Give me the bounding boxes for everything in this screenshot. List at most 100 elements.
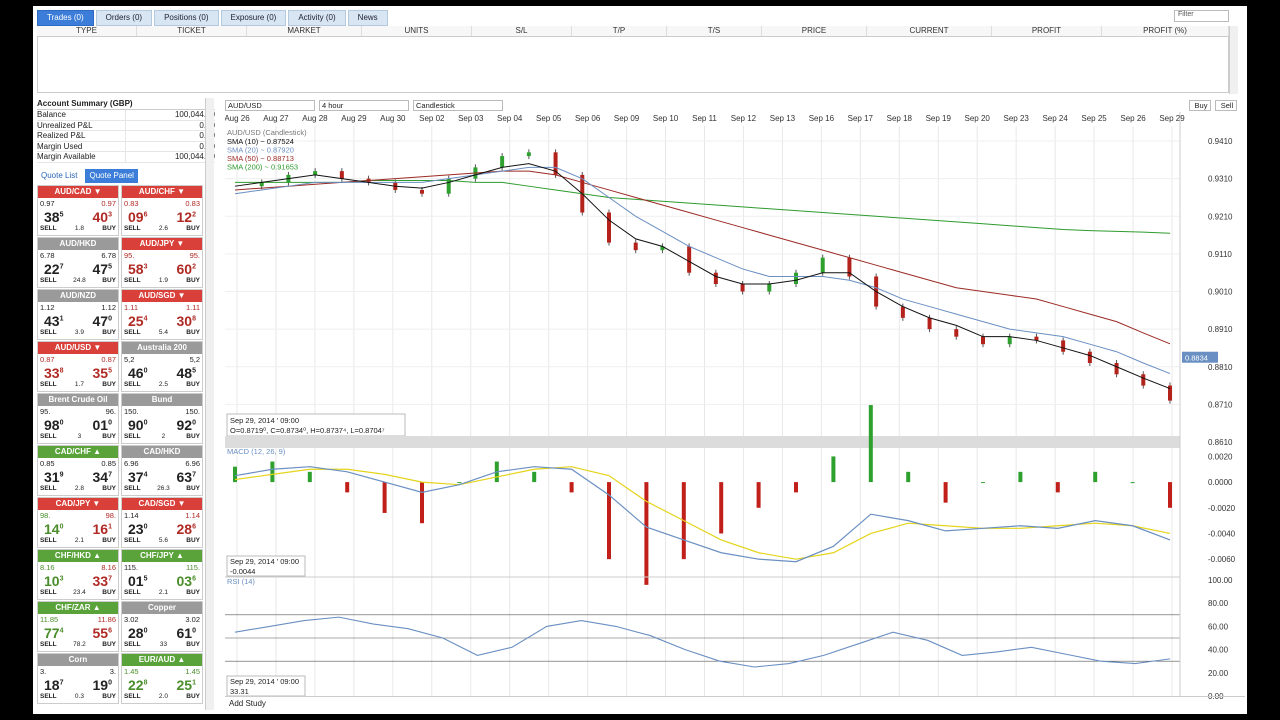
sell-label[interactable]: SELL xyxy=(40,484,57,492)
sell-label[interactable]: SELL xyxy=(40,588,57,596)
buy-price[interactable]: 637 xyxy=(176,468,196,485)
column-header[interactable]: PROFIT xyxy=(992,26,1102,36)
buy-label[interactable]: BUY xyxy=(186,484,200,492)
tab-activity[interactable]: Activity (0) xyxy=(288,10,346,26)
sell-price[interactable]: 254 xyxy=(128,312,148,329)
sell-price[interactable]: 431 xyxy=(44,312,64,329)
filter-input[interactable]: Filter xyxy=(1174,10,1229,22)
buy-label[interactable]: BUY xyxy=(186,328,200,336)
timeframe-select[interactable]: 4 hour xyxy=(319,99,409,111)
sell-price[interactable]: 140 xyxy=(44,520,64,537)
quote-tile[interactable]: Australia 200 5,2 5,2 460 485 SELL 2.5 BUY xyxy=(121,340,203,392)
buy-price[interactable]: 347 xyxy=(92,468,112,485)
column-header[interactable]: CURRENT xyxy=(867,26,992,36)
sell-label[interactable]: SELL xyxy=(40,640,57,648)
quote-tile[interactable]: AUD/JPY ▼ 95. 95. 583 602 SELL 1.9 BUY xyxy=(121,236,203,288)
quote-tile[interactable]: CAD/HKD 6.96 6.96 374 637 SELL 26.3 BUY xyxy=(121,444,203,496)
buy-price[interactable]: 337 xyxy=(92,572,112,589)
buy-price[interactable]: 161 xyxy=(92,520,112,537)
buy-label[interactable]: BUY xyxy=(102,588,116,596)
buy-label[interactable]: BUY xyxy=(186,588,200,596)
sell-label[interactable]: SELL xyxy=(124,692,141,700)
sell-label[interactable]: SELL xyxy=(124,328,141,336)
buy-price[interactable]: 190 xyxy=(92,676,112,693)
sell-price[interactable]: 774 xyxy=(44,624,64,641)
buy-price[interactable]: 251 xyxy=(176,676,196,693)
buy-price[interactable]: 286 xyxy=(176,520,196,537)
tab-quote-panel[interactable]: Quote Panel xyxy=(85,168,138,183)
sell-price[interactable]: 460 xyxy=(128,364,148,381)
buy-label[interactable]: BUY xyxy=(186,380,200,388)
column-header[interactable]: PROFIT (%) xyxy=(1102,26,1229,36)
sell-label[interactable]: SELL xyxy=(40,328,57,336)
instrument-select[interactable]: AUD/USD xyxy=(225,99,315,111)
buy-label[interactable]: BUY xyxy=(186,640,200,648)
buy-price[interactable]: 036 xyxy=(176,572,196,589)
sell-price[interactable]: 103 xyxy=(44,572,64,589)
quote-tile[interactable]: Copper 3.02 3.02 280 610 SELL 33 BUY xyxy=(121,600,203,652)
quote-tile[interactable]: AUD/USD ▼ 0.87 0.87 338 355 SELL 1.7 BUY xyxy=(37,340,119,392)
tab-orders[interactable]: Orders (0) xyxy=(95,10,153,26)
sell-label[interactable]: SELL xyxy=(124,276,141,284)
buy-label[interactable]: BUY xyxy=(102,484,116,492)
column-header[interactable]: MARKET xyxy=(247,26,362,36)
quote-tile[interactable]: CAD/JPY ▼ 98. 98. 140 161 SELL 2.1 BUY xyxy=(37,496,119,548)
tab-news[interactable]: News xyxy=(347,10,388,26)
quote-tile[interactable]: AUD/CAD ▼ 0.97 0.97 385 403 SELL 1.8 BUY xyxy=(37,184,119,236)
sell-price[interactable]: 230 xyxy=(128,520,148,537)
column-header[interactable]: PRICE xyxy=(762,26,867,36)
buy-price[interactable]: 475 xyxy=(92,260,112,277)
quote-tile[interactable]: CAD/CHF ▲ 0.85 0.85 319 347 SELL 2.8 BUY xyxy=(37,444,119,496)
column-header[interactable]: TYPE xyxy=(37,26,137,36)
buy-price[interactable]: 355 xyxy=(92,364,112,381)
buy-price[interactable]: 308 xyxy=(176,312,196,329)
buy-label[interactable]: BUY xyxy=(186,536,200,544)
quote-tile[interactable]: AUD/CHF ▼ 0.83 0.83 096 122 SELL 2.6 BUY xyxy=(121,184,203,236)
quote-panel-scrollbar[interactable] xyxy=(205,98,214,710)
tab-positions[interactable]: Positions (0) xyxy=(154,10,219,26)
price-chart[interactable]: Aug 26 Aug 27 Aug 28 Aug 29 Aug 30 Sep 02 Sep … xyxy=(225,112,1245,702)
buy-price[interactable]: 602 xyxy=(176,260,196,277)
buy-price[interactable]: 010 xyxy=(92,416,112,433)
quote-tile[interactable]: AUD/SGD ▼ 1.11 1.11 254 308 SELL 5.4 BUY xyxy=(121,288,203,340)
sell-price[interactable]: 900 xyxy=(128,416,148,433)
buy-label[interactable]: BUY xyxy=(102,692,116,700)
buy-label[interactable]: BUY xyxy=(102,276,116,284)
quote-tile[interactable]: Corn 3. 3. 187 190 SELL 0.3 BUY xyxy=(37,652,119,704)
buy-label[interactable]: BUY xyxy=(102,380,116,388)
tab-exposure[interactable]: Exposure (0) xyxy=(220,10,287,26)
column-header[interactable]: S/L xyxy=(472,26,572,36)
buy-price[interactable]: 556 xyxy=(92,624,112,641)
sell-price[interactable]: 338 xyxy=(44,364,64,381)
sell-price[interactable]: 583 xyxy=(128,260,148,277)
chart-type-select[interactable]: Candlestick xyxy=(413,99,503,111)
quote-tile[interactable]: CAD/SGD ▼ 1.14 1.14 230 286 SELL 5.6 BUY xyxy=(121,496,203,548)
sell-label[interactable]: SELL xyxy=(124,432,141,440)
quote-tile[interactable]: CHF/JPY ▲ 115. 115. 015 036 SELL 2.1 BUY xyxy=(121,548,203,600)
quote-tile[interactable]: AUD/HKD 6.78 6.78 227 475 SELL 24.8 BUY xyxy=(37,236,119,288)
sell-label[interactable]: SELL xyxy=(40,224,57,232)
buy-price[interactable]: 122 xyxy=(176,208,196,225)
sell-label[interactable]: SELL xyxy=(40,536,57,544)
trades-scrollbar[interactable] xyxy=(1229,26,1238,94)
buy-label[interactable]: BUY xyxy=(102,224,116,232)
quote-tile[interactable]: CHF/ZAR ▲ 11.85 11.86 774 556 SELL 78.2 BUY xyxy=(37,600,119,652)
sell-label[interactable]: SELL xyxy=(124,484,141,492)
buy-price[interactable]: 485 xyxy=(176,364,196,381)
quote-tile[interactable]: Bund 150. 150. 900 920 SELL 2 BUY xyxy=(121,392,203,444)
add-study-button[interactable]: Add Study xyxy=(229,699,266,708)
quote-tile[interactable]: Brent Crude Oil 95. 96. 980 010 SELL 3 BUY xyxy=(37,392,119,444)
buy-label[interactable]: BUY xyxy=(186,276,200,284)
buy-label[interactable]: BUY xyxy=(102,432,116,440)
column-header[interactable]: T/P xyxy=(572,26,667,36)
buy-label[interactable]: BUY xyxy=(186,224,200,232)
sell-label[interactable]: SELL xyxy=(40,692,57,700)
sell-label[interactable]: SELL xyxy=(124,536,141,544)
column-header[interactable]: UNITS xyxy=(362,26,472,36)
tab-quote-list[interactable]: Quote List xyxy=(41,170,78,180)
sell-label[interactable]: SELL xyxy=(124,588,141,596)
sell-label[interactable]: SELL xyxy=(124,380,141,388)
column-header[interactable]: TICKET xyxy=(137,26,247,36)
sell-price[interactable]: 374 xyxy=(128,468,148,485)
sell-price[interactable]: 096 xyxy=(128,208,148,225)
